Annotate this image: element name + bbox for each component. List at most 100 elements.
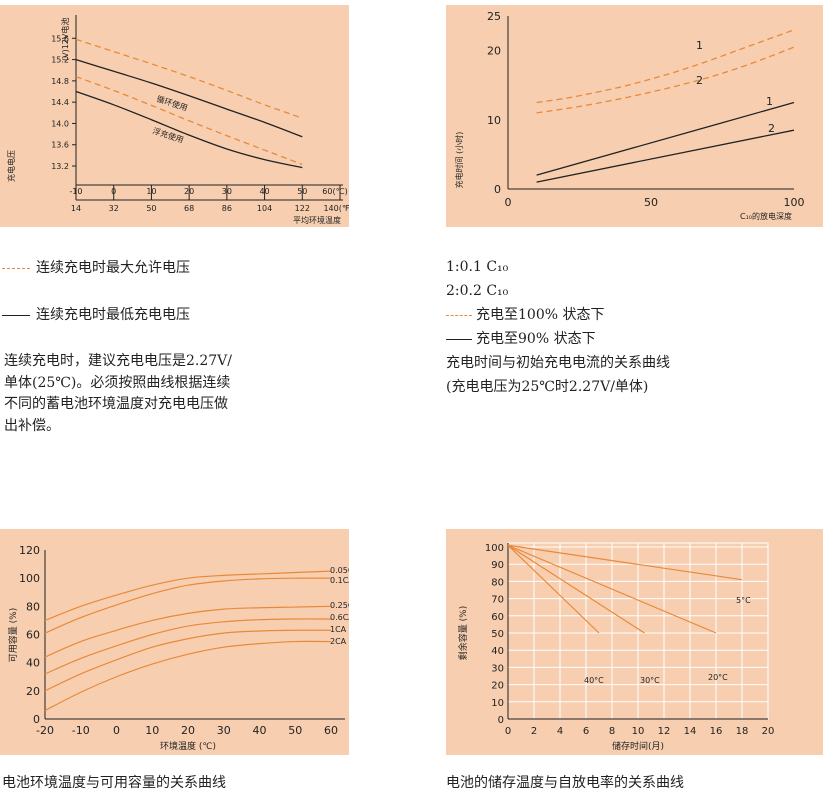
- series-line: [507, 544, 717, 634]
- y-tick-label: 90: [491, 560, 504, 571]
- y-axis-label: 充电时间 (小时): [454, 132, 464, 189]
- series-line: [75, 38, 303, 119]
- x-tick-label: 8: [609, 726, 615, 737]
- dashed-line-icon: [446, 314, 472, 316]
- x-tick-label-celsius: 30: [222, 187, 232, 196]
- note1-line: 连续充电时，建议充电电压是2.27V/: [4, 353, 232, 369]
- y-tick-label: 25: [487, 10, 501, 23]
- solid-line-icon: [446, 338, 472, 340]
- y-tick-label: 120: [19, 544, 40, 557]
- x-tick-label: 2: [531, 726, 537, 737]
- caption3: 电池环境温度与可用容量的关系曲线: [2, 775, 226, 791]
- y-tick-label: 13.2: [51, 162, 69, 171]
- x-tick-label: 4: [557, 726, 563, 737]
- x-tick-label-fahrenheit: 50: [146, 204, 156, 213]
- y-tick-label: 15.2: [51, 56, 69, 65]
- series-label: 2: [768, 122, 775, 135]
- y-tick-label: 10: [487, 114, 501, 127]
- legend2-solid-label: 充电至90% 状态下: [476, 331, 596, 347]
- x-tick-label: 10: [145, 724, 159, 737]
- series-line: [536, 101, 795, 176]
- note1-line: 单体(25℃)。必须按照曲线根据连续: [4, 374, 231, 391]
- x-tick-label-fahrenheit: 86: [222, 204, 232, 213]
- series-line: [536, 129, 795, 183]
- x-tick-label: -10: [72, 724, 90, 737]
- series-label: 2CA: [330, 637, 347, 646]
- chart3-svg: 0 20 40 60 80 100 120 -20 -10 0 10 20 30 40 50 60 环境温度 (…: [7, 544, 349, 752]
- y-tick-label: 13.6: [51, 141, 69, 150]
- series-line: [44, 570, 332, 621]
- series-line: [75, 76, 303, 166]
- note1-line: 出补偿。: [4, 417, 60, 434]
- y-tick-label: 30: [491, 663, 504, 674]
- x-axis-label: 平均环境温度: [293, 215, 341, 225]
- series-label: 浮充使用: [151, 125, 185, 144]
- series-line: [507, 544, 743, 581]
- x-tick-label: 100: [784, 196, 805, 209]
- caption4: 电池的储存温度与自放电率的关系曲线: [446, 775, 684, 791]
- dashed-line-icon: [2, 267, 30, 269]
- x-tick-label: 40: [253, 724, 267, 737]
- note1: 连续充电时，建议充电电压是2.27V/ 单体(25℃)。必须按照曲线根据连续 不…: [4, 351, 284, 437]
- y-axis-label: 剩余容量 (%): [457, 606, 469, 660]
- x-tick-label: 6: [583, 726, 589, 737]
- y-tick-label: 0: [494, 183, 501, 196]
- legend2-subtitle: (充电电压为25℃时2.27V/单体): [446, 379, 649, 395]
- x-tick-label-fahrenheit: 32: [109, 204, 119, 213]
- y-tick-label: 100: [19, 572, 40, 585]
- x-tick-label: 18: [736, 726, 749, 737]
- series-line: [44, 577, 332, 634]
- series-line: [507, 544, 600, 634]
- y-tick-label: 80: [491, 577, 504, 588]
- y-tick-label: 70: [491, 595, 504, 606]
- series-label: 1CA: [330, 625, 347, 634]
- series-label: 1: [696, 39, 703, 52]
- y-axis-unit-label: (V)12V电池: [60, 18, 70, 61]
- legend1-min: 连续充电时最低充电电压: [2, 303, 190, 327]
- x-tick-label-celsius: 10: [146, 187, 156, 196]
- y-tick-label: 20: [487, 45, 501, 58]
- series-line: [44, 605, 332, 658]
- note1-line: 不同的蓄电池环境温度对充电电压做: [4, 396, 228, 412]
- chart4-svg: 0 10 20 30 40 50 60 70 80 90 100 0 2 4 6 8 10 12 14 16 18 20 储…: [457, 542, 775, 752]
- y-tick-label: 20: [26, 685, 40, 698]
- legend2-line1: 1:0.1 C₁₀: [446, 259, 509, 275]
- y-axis-label: 充电电压: [6, 150, 16, 182]
- y-axis-label: 可用容量 (%): [7, 608, 19, 662]
- series-line: [536, 46, 795, 114]
- x-tick-label: 50: [644, 196, 658, 209]
- x-axis-label: 环境温度 (℃): [160, 740, 216, 752]
- legend1-max: 连续充电时最大允许电压: [2, 256, 190, 280]
- x-tick-label-celsius: -10: [69, 187, 82, 196]
- y-tick-label: 15.6: [51, 34, 69, 43]
- x-axis-label: C₁₀的放电深度: [740, 211, 792, 221]
- y-tick-label: 50: [491, 629, 504, 640]
- y-tick-label: 60: [26, 629, 40, 642]
- y-tick-label: 14.0: [51, 119, 69, 128]
- solid-line-icon: [2, 314, 30, 316]
- x-tick-label-celsius: 60(℃): [322, 187, 347, 196]
- legend2-solid: 充电至90% 状态下: [446, 327, 596, 351]
- series-label: 5°C: [736, 596, 751, 605]
- chart3-panel: 0 20 40 60 80 100 120 -20 -10 0 10 20 30 40 50 60 环境温度 (…: [0, 529, 349, 755]
- y-tick-label: 0: [33, 713, 40, 726]
- legend2-dashed-label: 充电至100% 状态下: [476, 307, 605, 323]
- x-tick-label: 30: [217, 724, 231, 737]
- series-line: [75, 58, 303, 138]
- series-label: 0.1CA: [330, 576, 349, 585]
- series-label: 2: [696, 74, 703, 87]
- y-tick-label: 0: [498, 715, 504, 726]
- x-tick-label: 14: [684, 726, 697, 737]
- x-tick-label: 20: [762, 726, 775, 737]
- x-tick-label: 16: [710, 726, 723, 737]
- legend1-min-label: 连续充电时最低充电电压: [36, 307, 190, 323]
- series-label: 30°C: [640, 676, 660, 685]
- chart1-panel: 13.2 13.6 14.0 14.4 14.8 15.2 15.6 -10 14 0 32 10 50…: [0, 5, 349, 227]
- y-tick-label: 20: [491, 681, 504, 692]
- y-tick-label: 14.8: [51, 77, 69, 86]
- legend2-title: 充电时间与初始充电电流的关系曲线: [446, 355, 670, 371]
- x-tick-label: 50: [288, 724, 302, 737]
- chart4-panel: 0 10 20 30 40 50 60 70 80 90 100 0 2 4 6 8 10 12 14 16 18 20 储…: [446, 529, 823, 755]
- legend1-max-label: 连续充电时最大允许电压: [36, 260, 190, 276]
- chart2-svg: 0 10 20 25 0 50 100 C₁₀的放电深度 充电时间 (小时) 1 2 1 2: [454, 10, 805, 221]
